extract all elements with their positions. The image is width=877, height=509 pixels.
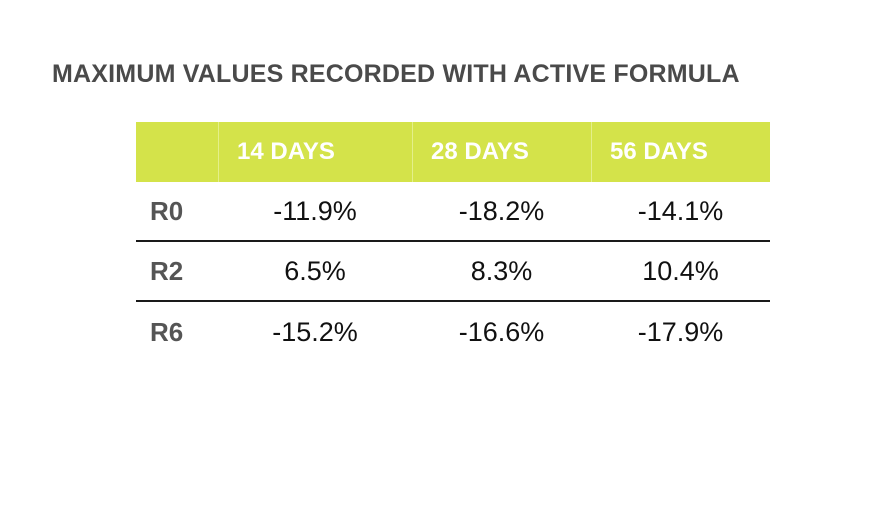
- cell-value: -11.9%: [273, 195, 357, 226]
- row-label: R2: [150, 255, 184, 286]
- table-row-r0: R0 -11.9% -18.2% -14.1%: [136, 182, 770, 242]
- header-cell-empty: [136, 122, 218, 182]
- cell-value: -15.2%: [272, 316, 358, 347]
- row-label: R0: [150, 195, 184, 226]
- cell-value: -14.1%: [637, 195, 724, 226]
- header-cell-14-days: 14 DAYS: [218, 122, 412, 182]
- cell-value: -16.6%: [458, 316, 545, 347]
- chart-title: MAXIMUM VALUES RECORDED WITH ACTIVE FORM…: [52, 60, 740, 88]
- row-label: R6: [150, 316, 184, 347]
- table-row-r6: R6 -15.2% -16.6% -17.9%: [136, 302, 770, 362]
- cell-value: -17.9%: [637, 316, 724, 347]
- table-row-r2: R2 6.5% 8.3% 10.4%: [136, 242, 770, 302]
- cell-value: 10.4%: [642, 255, 719, 286]
- cell-value: 8.3%: [470, 255, 533, 286]
- data-table: 14 DAYS 28 DAYS 56 DAYS R0 -11.9% -18.2%…: [136, 122, 770, 362]
- cell-value: 6.5%: [284, 255, 346, 286]
- table-header-row: 14 DAYS 28 DAYS 56 DAYS: [136, 122, 770, 182]
- header-cell-56-days: 56 DAYS: [591, 122, 770, 182]
- cell-value: -18.2%: [458, 195, 545, 226]
- header-cell-28-days: 28 DAYS: [412, 122, 591, 182]
